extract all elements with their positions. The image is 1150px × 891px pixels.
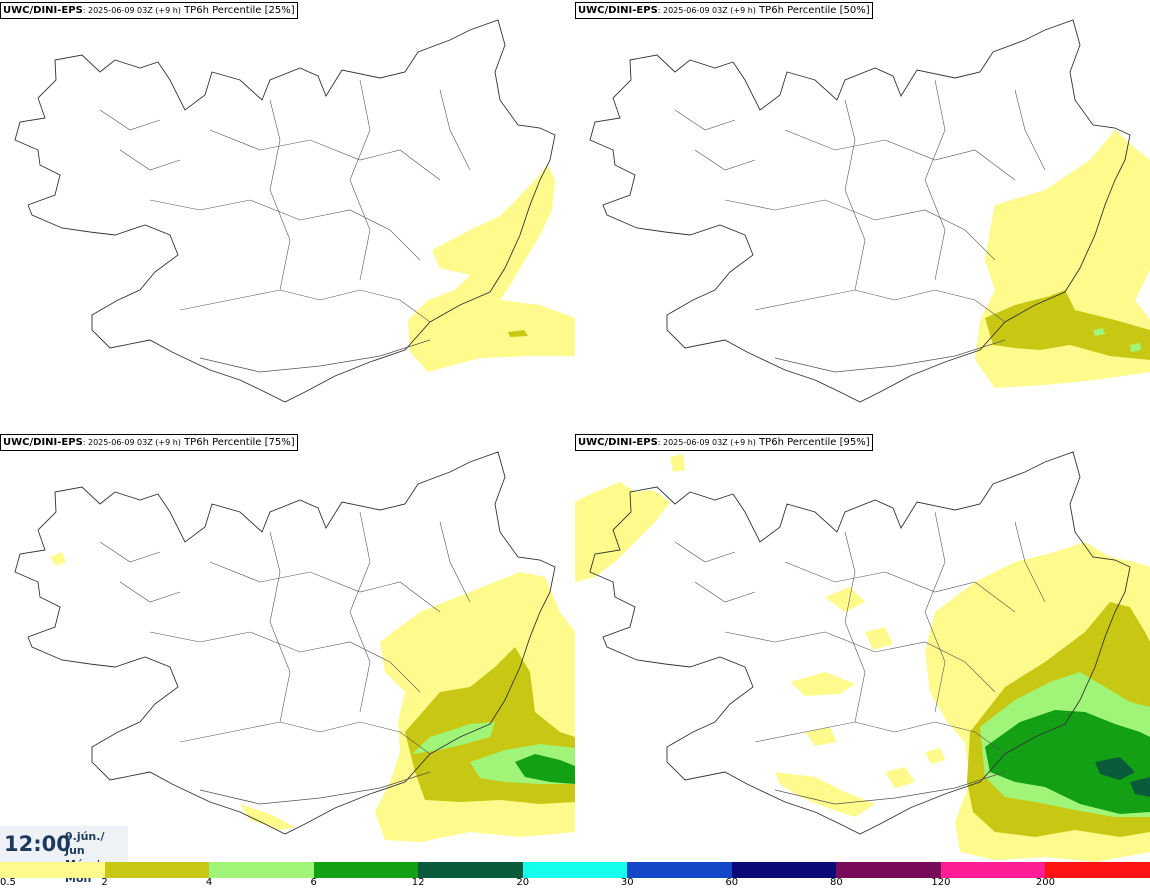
panel-title: UWC/DINI-EPS: 2025-06-09 03Z (+9 h) TP6h… — [0, 2, 298, 19]
panel-title: UWC/DINI-EPS: 2025-06-09 03Z (+9 h) TP6h… — [575, 434, 873, 451]
iceland-map — [589, 19, 1150, 403]
colorbar-tick-label: 2 — [101, 877, 108, 888]
iceland-map — [14, 19, 575, 403]
colorbar-segment — [313, 862, 419, 878]
colorbar-segment — [836, 862, 941, 878]
colorbar-tick-labels: 0.5 2 4 6 12 20 30 60 80 120 200 — [0, 877, 1150, 891]
colorbar-tick-label: 200 — [1035, 877, 1055, 888]
main-road — [199, 771, 431, 805]
precip-area-light — [408, 165, 575, 372]
panel-title: UWC/DINI-EPS: 2025-06-09 03Z (+9 h) TP6h… — [575, 2, 873, 19]
main-road — [199, 339, 431, 373]
precip-area-very-heavy — [985, 710, 1150, 814]
borders-and-roads — [99, 79, 471, 323]
colorbar-segment — [0, 862, 105, 878]
valid-hour: 12:00 — [4, 832, 71, 856]
colorbar-segment — [731, 862, 837, 878]
borders-and-roads — [674, 79, 1046, 323]
colorbar-tick-label: 6 — [310, 877, 317, 888]
panel-title: UWC/DINI-EPS: 2025-06-09 03Z (+9 h) TP6h… — [0, 434, 298, 451]
iceland-coastline — [589, 451, 1131, 835]
map-panel-p50: UWC/DINI-EPS: 2025-06-09 03Z (+9 h) TP6h… — [575, 0, 1150, 432]
iceland-coastline — [14, 451, 556, 835]
colorbar-segment — [522, 862, 628, 878]
precip-area-light-nw — [575, 454, 685, 582]
colorbar-segment — [627, 862, 732, 878]
map-panel-p75: UWC/DINI-EPS: 2025-06-09 03Z (+9 h) TP6h… — [0, 432, 575, 864]
main-road — [774, 339, 1006, 373]
iceland-map — [14, 451, 575, 842]
precip-colorbar — [0, 862, 1150, 878]
colorbar-segment — [1045, 862, 1150, 878]
colorbar-segment — [209, 862, 314, 878]
precip-area-moderate — [985, 290, 1150, 360]
colorbar-tick-label: 4 — [205, 877, 213, 888]
precip-area-moderate — [508, 330, 528, 337]
colorbar-tick-label: 20 — [516, 877, 530, 888]
colorbar-tick-label: 120 — [931, 877, 951, 888]
main-road — [774, 771, 1006, 805]
colorbar-tick-label: 30 — [620, 877, 634, 888]
iceland-coastline — [14, 19, 556, 403]
colorbar-segment — [940, 862, 1046, 878]
map-panel-p25: UWC/DINI-EPS: 2025-06-09 03Z (+9 h) TP6h… — [0, 0, 575, 432]
iceland-map — [575, 451, 1150, 862]
borders-and-roads — [674, 511, 1046, 755]
colorbar-segment — [418, 862, 523, 878]
precip-area-heavy — [1093, 328, 1141, 352]
precip-area-very-heavy — [515, 754, 575, 784]
colorbar-tick-label: 12 — [411, 877, 425, 888]
borders-and-roads — [99, 511, 471, 755]
colorbar-tick-label: 0.5 — [0, 877, 16, 888]
precip-area-light-scattered — [775, 587, 945, 817]
colorbar-tick-label: 80 — [829, 877, 843, 888]
precip-area-extreme — [1095, 757, 1150, 797]
colorbar-tick-label: 60 — [725, 877, 739, 888]
valid-time-box: 12:00 9.jún./ Jun Mán./ Mon — [0, 826, 128, 885]
iceland-coastline — [589, 19, 1131, 403]
map-panel-p95: UWC/DINI-EPS: 2025-06-09 03Z (+9 h) TP6h… — [575, 432, 1150, 864]
colorbar-segment — [104, 862, 210, 878]
valid-date-line1: 9.jún./ Jun — [65, 830, 105, 857]
